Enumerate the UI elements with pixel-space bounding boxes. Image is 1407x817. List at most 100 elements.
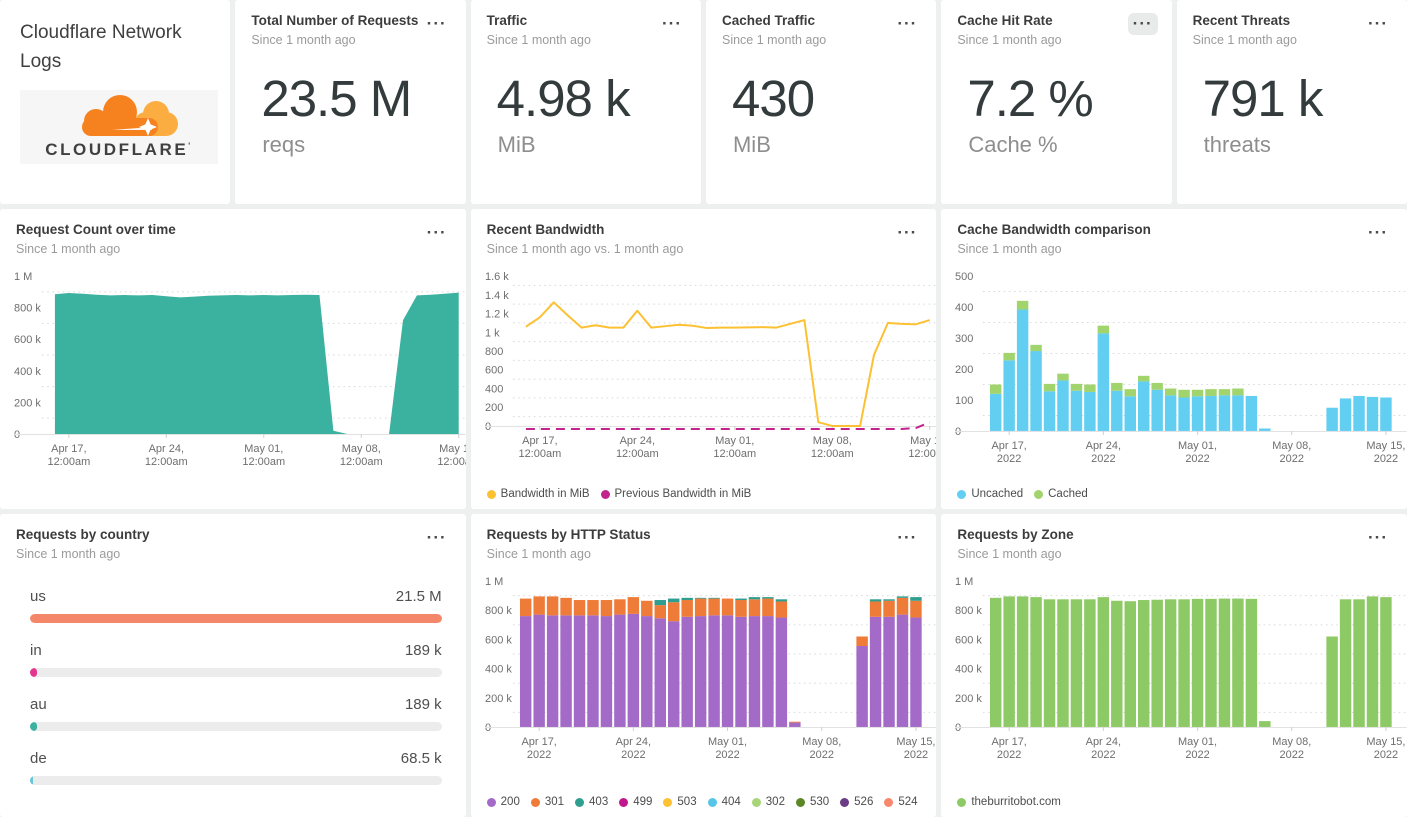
legend-dot-icon xyxy=(957,797,967,807)
legend-item[interactable]: 302 xyxy=(751,796,785,808)
more-menu-icon[interactable]: ··· xyxy=(662,14,682,33)
svg-text:12:00am: 12:00am xyxy=(340,456,383,468)
stat-value: 7.2 % xyxy=(967,69,1093,127)
svg-text:Apr 17,: Apr 17, xyxy=(51,443,86,455)
svg-text:12:00am: 12:00am xyxy=(437,456,465,468)
svg-text:300: 300 xyxy=(955,333,973,345)
svg-text:200 k: 200 k xyxy=(14,397,41,409)
more-menu-icon[interactable]: ··· xyxy=(426,14,447,33)
panel-total-requests: Total Number of Requests Since 1 month a… xyxy=(235,0,466,204)
stat-value: 430 xyxy=(731,69,815,127)
svg-text:May 01,: May 01, xyxy=(244,443,283,455)
legend-item[interactable]: 403 xyxy=(575,796,608,808)
more-menu-icon[interactable]: ··· xyxy=(1368,528,1388,547)
svg-text:2022: 2022 xyxy=(809,749,833,761)
svg-text:May 15,: May 15, xyxy=(1367,440,1406,452)
legend-item[interactable]: 526 xyxy=(840,796,873,808)
country-bar-track xyxy=(30,721,442,731)
svg-text:12:00am: 12:00am xyxy=(908,448,936,460)
panel-subtitle: Since 1 month ago xyxy=(1192,32,1297,47)
svg-text:May 08,: May 08, xyxy=(1273,736,1312,748)
svg-text:12:00am: 12:00am xyxy=(518,448,561,460)
panel-title: Requests by Zone xyxy=(957,527,1074,542)
panel-title: Traffic xyxy=(486,13,528,28)
legend-item[interactable]: 530 xyxy=(795,796,829,808)
svg-text:2022: 2022 xyxy=(997,749,1021,761)
legend-item[interactable]: theburritobot.com xyxy=(957,796,1061,808)
svg-text:Apr 17,: Apr 17, xyxy=(521,736,556,748)
chart-legend: Bandwidth in MiB Previous Bandwidth in Mi… xyxy=(486,488,751,500)
svg-text:May 08,: May 08, xyxy=(1273,440,1312,452)
more-menu-icon[interactable]: ··· xyxy=(1368,14,1388,33)
more-menu-icon[interactable]: ··· xyxy=(426,528,447,547)
more-menu-icon[interactable]: ··· xyxy=(426,223,447,242)
legend-item[interactable]: 499 xyxy=(619,796,652,808)
svg-text:1.4 k: 1.4 k xyxy=(485,290,509,302)
panel-subtitle: Since 1 month ago xyxy=(957,546,1062,561)
stat-unit: threats xyxy=(1203,131,1271,157)
svg-text:May 08,: May 08, xyxy=(342,443,381,455)
legend-dot-icon xyxy=(1034,489,1044,499)
more-menu-icon[interactable]: ··· xyxy=(1368,223,1388,242)
svg-text:2022: 2022 xyxy=(1186,453,1210,465)
legend-item[interactable]: 301 xyxy=(530,796,564,808)
stat-unit: Cache % xyxy=(968,131,1058,157)
legend-item[interactable]: Uncached xyxy=(957,488,1023,500)
svg-text:12:00am: 12:00am xyxy=(713,448,756,460)
legend-item[interactable]: 524 xyxy=(884,796,918,808)
panel-subtitle: Since 1 month ago xyxy=(16,241,121,256)
svg-text:1.6 k: 1.6 k xyxy=(485,271,509,283)
svg-text:200: 200 xyxy=(955,364,973,376)
panel-traffic: Traffic Since 1 month ago ··· 4.98 k MiB xyxy=(470,0,701,204)
legend-item[interactable]: Previous Bandwidth in MiB xyxy=(600,488,751,500)
legend-item[interactable]: Cached xyxy=(1034,488,1088,500)
svg-text:12:00am: 12:00am xyxy=(811,448,854,460)
panel-title: Total Number of Requests xyxy=(251,13,419,28)
charts-row-1: Request Count over time Since 1 month ag… xyxy=(0,209,1407,509)
country-value: 189 k xyxy=(404,641,442,659)
svg-text:Apr 24,: Apr 24, xyxy=(619,435,654,447)
panel-title: Requests by HTTP Status xyxy=(486,527,651,542)
svg-text:May 08,: May 08, xyxy=(802,736,841,748)
svg-text:600 k: 600 k xyxy=(485,634,512,646)
panel-title: Cached Traffic xyxy=(721,13,816,28)
svg-text:400 k: 400 k xyxy=(485,663,512,675)
svg-text:600 k: 600 k xyxy=(955,634,982,646)
svg-text:100: 100 xyxy=(955,395,973,407)
svg-text:12:00am: 12:00am xyxy=(616,448,659,460)
svg-text:May 01,: May 01, xyxy=(708,736,747,748)
legend-item[interactable]: Bandwidth in MiB xyxy=(486,488,590,500)
svg-text:800: 800 xyxy=(485,346,503,358)
svg-text:1 M: 1 M xyxy=(955,576,973,588)
svg-text:500: 500 xyxy=(955,271,973,283)
legend-item[interactable]: 200 xyxy=(486,796,520,808)
svg-text:May 08,: May 08, xyxy=(812,435,851,447)
svg-text:Apr 17,: Apr 17, xyxy=(992,440,1027,452)
legend-item[interactable]: 503 xyxy=(663,796,697,808)
panel-request-count: Request Count over time Since 1 month ag… xyxy=(0,209,466,509)
more-menu-icon[interactable]: ··· xyxy=(897,223,918,242)
country-code: de xyxy=(30,749,47,767)
panel-requests-by-zone: Requests by Zone Since 1 month ago ··· 1… xyxy=(941,514,1407,817)
svg-text:2022: 2022 xyxy=(997,453,1021,465)
svg-text:May 15,: May 15, xyxy=(910,435,937,447)
legend-item[interactable]: 404 xyxy=(707,796,741,808)
panel-title: Cache Hit Rate xyxy=(957,13,1053,28)
more-menu-icon[interactable]: ··· xyxy=(897,14,918,33)
panel-subtitle: Since 1 month ago xyxy=(16,546,121,561)
panel-subtitle: Since 1 month ago xyxy=(486,32,591,47)
panel-subtitle: Since 1 month ago xyxy=(957,32,1062,47)
more-menu-icon[interactable]: ··· xyxy=(1127,13,1158,35)
stat-unit: MiB xyxy=(497,131,536,157)
more-menu-icon[interactable]: ··· xyxy=(897,528,918,547)
legend-dot-icon xyxy=(600,489,610,499)
stat-value: 23.5 M xyxy=(261,69,412,127)
legend-dot-icon xyxy=(575,797,585,807)
cloudflare-cloud-icon xyxy=(82,94,178,136)
svg-text:Apr 24,: Apr 24, xyxy=(1086,736,1121,748)
panel-subtitle: Since 1 month ago xyxy=(957,241,1062,256)
stat-unit: MiB xyxy=(732,131,771,157)
svg-text:2022: 2022 xyxy=(1091,749,1115,761)
cloudflare-logo: CLOUDFLARE' xyxy=(20,89,218,164)
